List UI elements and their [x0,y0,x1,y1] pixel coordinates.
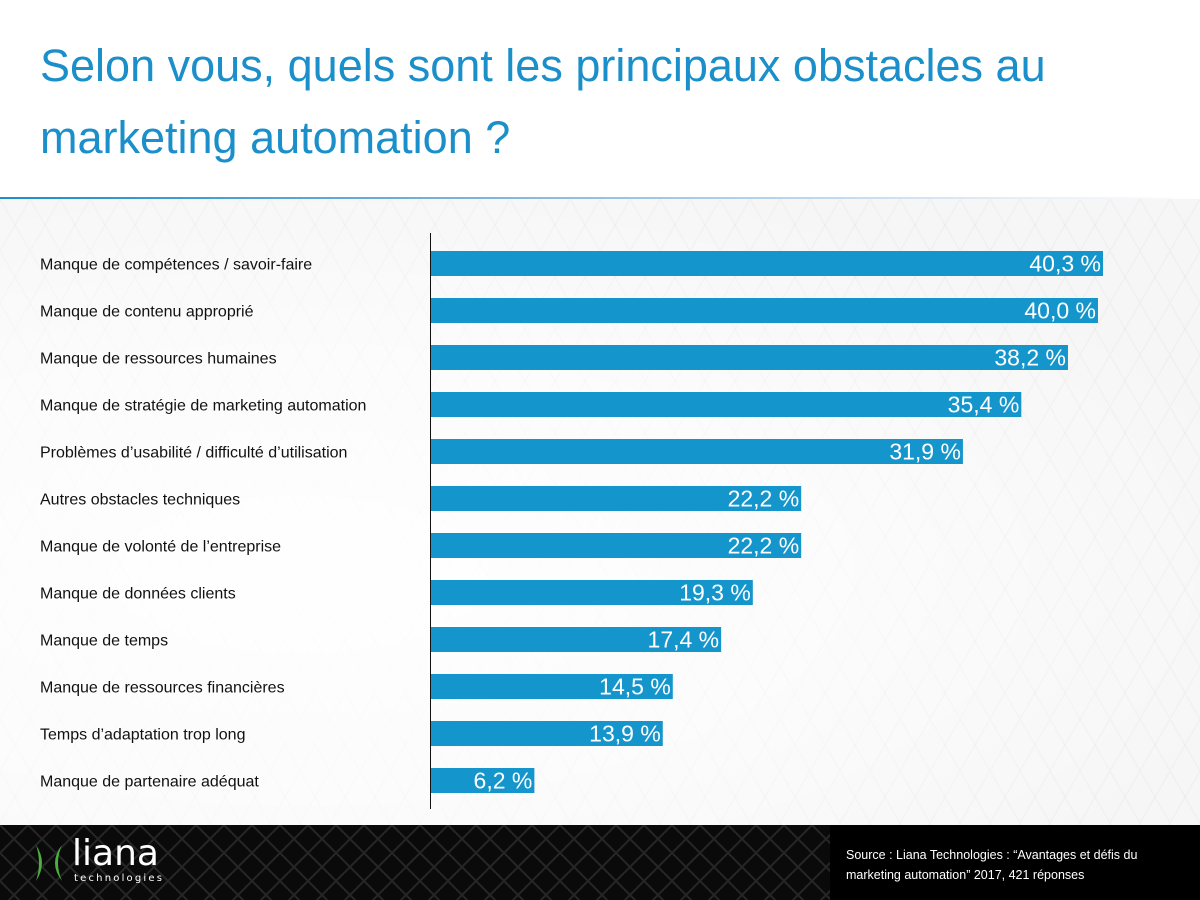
chart-title: Selon vous, quels sont les principaux ob… [40,40,1046,163]
bar [431,251,1103,276]
bar [431,298,1098,323]
category-label: Manque de ressources financières [40,680,285,697]
category-label: Manque de stratégie de marketing automat… [40,398,366,415]
bar [431,721,663,746]
value-label: 22,2 % [728,486,800,512]
category-label: Manque de volonté de l’entreprise [40,539,281,556]
value-labels: 40,3 % 40,0 % 38,2 % 35,4 % 31,9 % 22,2 % 22,2… [474,251,1101,794]
bar [431,580,753,605]
value-label: 40,3 % [1029,251,1101,277]
value-label: 17,4 % [648,627,720,653]
bar-chart: Manque de compétences / savoir-faire Manq… [40,233,1103,809]
liana-logo-mark-icon [36,845,62,881]
bar [431,768,535,793]
value-label: 6,2 % [474,768,533,794]
footer: liana technologies Source : Liana Techno… [0,825,1200,900]
bar [431,533,802,558]
logo-wordmark: liana [72,833,159,874]
value-label: 31,9 % [889,439,961,465]
bar [431,345,1068,370]
value-label: 35,4 % [948,392,1020,418]
category-label: Autres obstacles techniques [40,492,240,509]
category-label: Problèmes d’usabilité / difficulté d’uti… [40,445,347,462]
category-label: Manque de compétences / savoir-faire [40,257,312,274]
bar [431,486,802,511]
bar [431,392,1022,417]
category-label: Manque de ressources humaines [40,351,277,368]
value-label: 13,9 % [589,721,661,747]
bar [431,439,963,464]
logo-subtitle: technologies [74,873,165,884]
bars [431,251,1103,793]
value-label: 38,2 % [994,345,1066,371]
category-label: Manque de contenu approprié [40,304,254,321]
bar [431,674,673,699]
footer-source-panel [830,825,1200,900]
source-note: Source : Liana Technologies : “Avantages… [846,848,1138,882]
value-label: 14,5 % [599,674,671,700]
bar [431,627,722,652]
category-label: Temps d’adaptation trop long [40,727,245,744]
category-labels: Manque de compétences / savoir-faire Manq… [40,257,366,791]
category-label: Manque de données clients [40,586,236,603]
value-label: 40,0 % [1024,298,1096,324]
value-label: 22,2 % [728,533,800,559]
category-label: Manque de partenaire adéquat [40,774,259,791]
value-label: 19,3 % [679,580,751,606]
category-label: Manque de temps [40,633,168,650]
title-divider [0,197,1200,199]
